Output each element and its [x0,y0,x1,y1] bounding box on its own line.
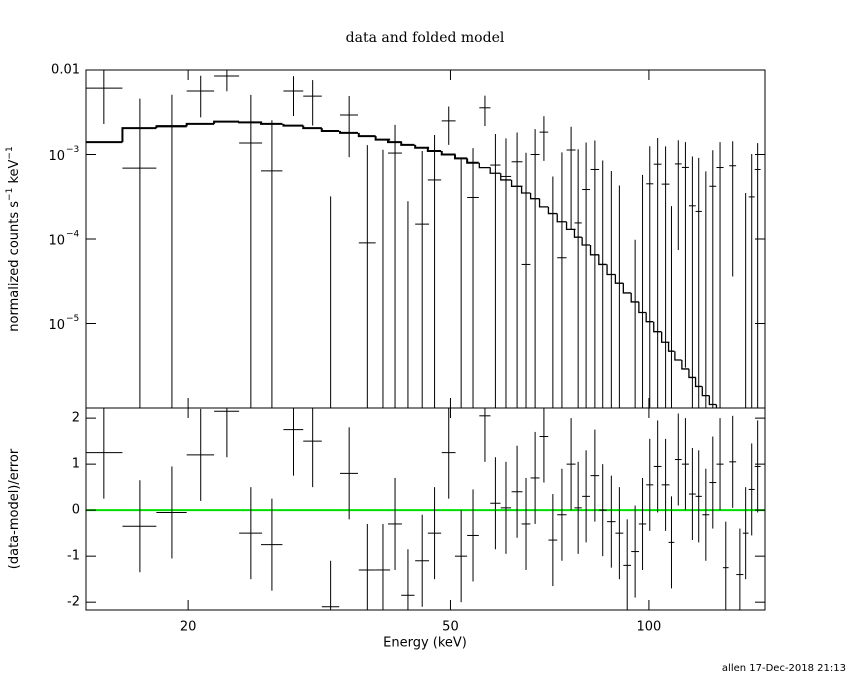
model-step [374,136,391,141]
y-axis-label: (data-model)/error [7,448,22,569]
model-step [674,351,682,361]
model-step [688,368,696,379]
y-tick-label: 0 [72,503,80,518]
model-step [708,395,717,406]
x-axis-label: Energy (keV) [383,636,467,651]
y-axis-label-exponent: −1 [5,146,15,159]
model-step [538,198,549,208]
model-step [387,139,402,144]
x-tick-label: 50 [442,620,459,635]
model-step [681,359,689,370]
model-step [302,125,322,130]
y-tick-label: 2 [72,411,80,426]
model-step [661,331,670,343]
model-step [260,122,283,125]
footer: allen 17-Dec-2018 21:13 [722,663,846,674]
model-step [155,125,187,129]
model-step [614,274,624,284]
model-step [238,121,263,124]
model-step [701,386,710,397]
model-step [667,342,675,352]
y-tick-label-exponent: −3 [66,145,79,155]
model-step [694,377,702,388]
model-step [185,122,215,127]
model-step [121,127,157,143]
y-axis-label-part: normalized counts s [7,201,22,332]
model-step [715,404,718,408]
model-step [339,130,358,134]
y-tick-label: 10 [48,234,65,249]
model-step [589,244,600,256]
model-step [282,123,304,127]
model-step [500,173,512,181]
model-step [573,229,582,238]
x-tick-label: 20 [180,620,197,635]
model-step [565,221,576,231]
model-step [653,321,662,333]
y-tick-label-exponent: −5 [66,314,79,324]
model-step [357,132,376,138]
y-tick-label: -1 [67,549,80,564]
y-tick-label: 10 [48,318,65,333]
model-step [400,142,415,146]
model-step [622,283,632,294]
model-step [520,186,531,194]
model-step [466,158,479,164]
model-step [426,147,442,153]
model-step [510,179,523,187]
model-step [638,301,647,314]
y-axis-label-part: (data-model)/error [7,448,22,569]
x-tick-label: 100 [636,620,661,635]
model-step [630,292,640,303]
model-step [529,193,540,200]
model-step [489,167,501,174]
model-step [606,264,616,276]
panel [86,70,761,446]
y-tick-label-exponent: −4 [66,230,80,240]
y-axis-label: normalized counts s−1 keV−1 [5,146,22,331]
y-axis-label-part: keV [7,159,22,187]
model-step [736,430,743,437]
chart-title: data and folded model [346,30,505,46]
y-tick-label: 0.01 [51,63,80,78]
y-axis-label-exponent: −1 [5,188,15,201]
model-step [743,437,749,446]
model-step [440,151,456,156]
model-step [454,154,468,160]
model-step [581,237,590,246]
model-step [478,162,491,169]
panel-frame [85,69,766,409]
y-tick-label: -2 [67,595,80,610]
panel [86,408,765,610]
model-step [213,120,240,124]
model-step [556,213,567,223]
model-step [645,312,654,323]
model-step [320,128,340,132]
y-tick-label: 10 [48,149,65,164]
model-step [547,206,558,215]
model-step [414,144,430,149]
y-tick-label: 1 [72,457,80,472]
panel-frame [85,407,766,611]
model-step [723,412,729,421]
